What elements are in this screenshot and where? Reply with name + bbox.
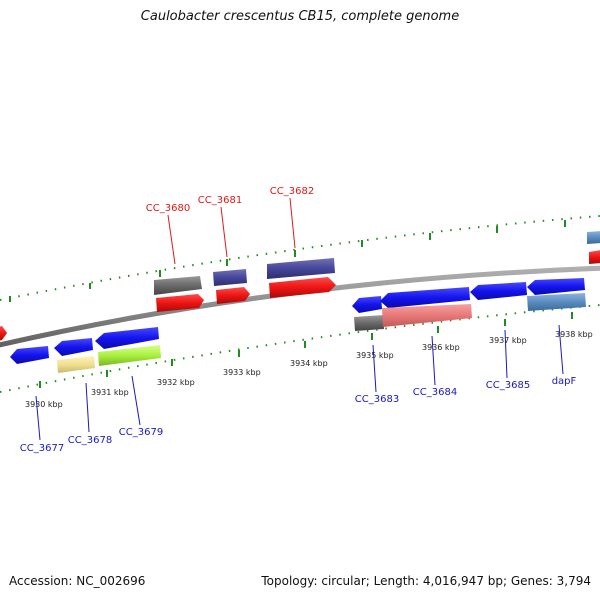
accession-text: Accession: NC_002696 xyxy=(9,574,146,588)
forward-cds-arrow xyxy=(216,287,250,304)
forward-cds-arrow xyxy=(269,277,336,298)
reverse-cds-features xyxy=(10,278,585,364)
feature-lime xyxy=(98,345,161,366)
inner-tick-ring xyxy=(0,304,600,393)
reverse-cds-arrow xyxy=(527,278,585,295)
feature-purple xyxy=(213,269,247,286)
reverse-cds-arrow xyxy=(10,346,49,364)
forward-label-leaders xyxy=(167,197,296,265)
kbp-label: 3936 kbp xyxy=(422,343,460,352)
forward-cog-features xyxy=(154,231,600,295)
gene-label-cc3679: CC_3679 xyxy=(119,427,163,438)
reverse-label-leaders xyxy=(35,324,564,441)
reverse-cds-arrow xyxy=(95,327,159,349)
reverse-cds-arrow xyxy=(352,296,382,313)
gene-label-cc3682: CC_3682 xyxy=(270,186,314,197)
gene-label-dapf: dapF xyxy=(552,376,577,387)
reverse-gene-labels: CC_3677 CC_3678 CC_3679 CC_3683 CC_3684 … xyxy=(20,376,577,454)
feature-purple xyxy=(267,258,335,279)
gene-label-cc3683: CC_3683 xyxy=(355,394,399,405)
outer-tick-ring xyxy=(0,215,600,302)
feature-gray xyxy=(154,276,202,295)
genome-title: Caulobacter crescentus CB15, complete ge… xyxy=(140,9,460,24)
feature-steel xyxy=(527,293,586,311)
forward-cds-arrow xyxy=(156,294,204,312)
kbp-label: 3930 kbp xyxy=(25,400,63,409)
forward-cds-arrow xyxy=(0,326,7,341)
topology-summary: Topology: circular; Length: 4,016,947 bp… xyxy=(261,574,591,588)
gene-label-cc3685: CC_3685 xyxy=(486,380,530,391)
forward-gene-labels: CC_3680 CC_3681 CC_3682 xyxy=(146,186,314,214)
feature-pink xyxy=(382,304,472,327)
kbp-label: 3933 kbp xyxy=(223,368,261,377)
gene-label-cc3684: CC_3684 xyxy=(413,387,457,398)
forward-cds-arrow xyxy=(589,250,600,264)
feature-khaki xyxy=(57,356,95,373)
genome-backbone xyxy=(0,265,600,348)
kbp-label: 3937 kbp xyxy=(489,336,527,345)
gene-label-cc3681: CC_3681 xyxy=(198,195,242,206)
kbp-labels: 3930 kbp 3931 kbp 3932 kbp 3933 kbp 3934… xyxy=(25,330,593,409)
kbp-label: 3938 kbp xyxy=(555,330,593,339)
kbp-label: 3934 kbp xyxy=(290,359,328,368)
reverse-cds-arrow xyxy=(470,282,527,300)
reverse-cds-arrow xyxy=(380,287,470,308)
gene-label-cc3680: CC_3680 xyxy=(146,203,190,214)
gene-label-cc3678: CC_3678 xyxy=(68,435,112,446)
feature-steel xyxy=(587,231,600,244)
reverse-cds-arrow xyxy=(54,338,93,356)
gene-label-cc3677: CC_3677 xyxy=(20,443,64,454)
reverse-cog-features xyxy=(57,293,586,373)
kbp-label: 3935 kbp xyxy=(356,351,394,360)
kbp-label: 3931 kbp xyxy=(91,388,129,397)
forward-cds-features xyxy=(0,250,600,341)
kbp-label: 3932 kbp xyxy=(157,378,195,387)
feature-gray xyxy=(354,315,384,331)
